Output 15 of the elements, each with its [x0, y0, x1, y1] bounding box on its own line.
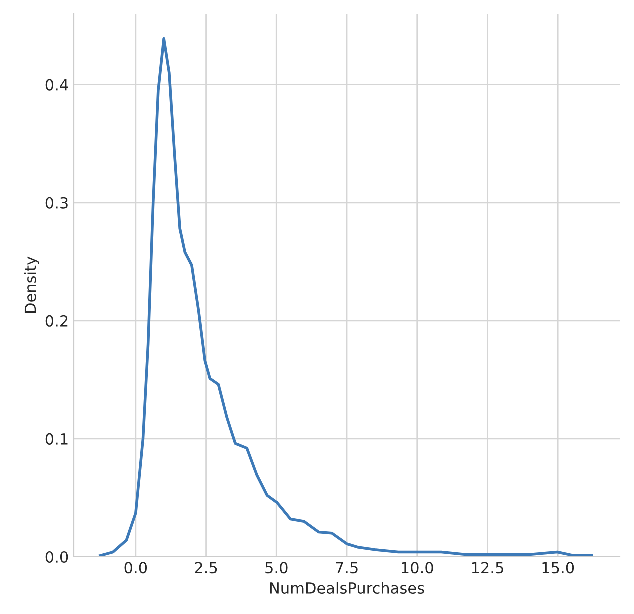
line-series [99, 37, 594, 557]
x-axis-title: NumDealsPurchases [270, 582, 424, 594]
x-tick-label: 7.5 [336, 562, 358, 574]
x-tick-label: 5.0 [266, 562, 288, 574]
y-tick-label: 0.1 [46, 433, 68, 445]
x-tick-label: 12.5 [472, 562, 504, 574]
x-tick-label: 10.0 [402, 562, 434, 574]
y-axis-title: Density [24, 256, 40, 314]
y-tick-label: 0.3 [46, 197, 68, 209]
y-tick-label: 0.4 [46, 79, 68, 91]
x-tick-label: 15.0 [542, 562, 574, 574]
x-tick-label: 2.5 [195, 562, 218, 574]
y-tick-label: 0.2 [46, 315, 68, 327]
y-tick-label: 0.0 [46, 551, 68, 564]
x-tick-label: 0.0 [124, 562, 148, 574]
